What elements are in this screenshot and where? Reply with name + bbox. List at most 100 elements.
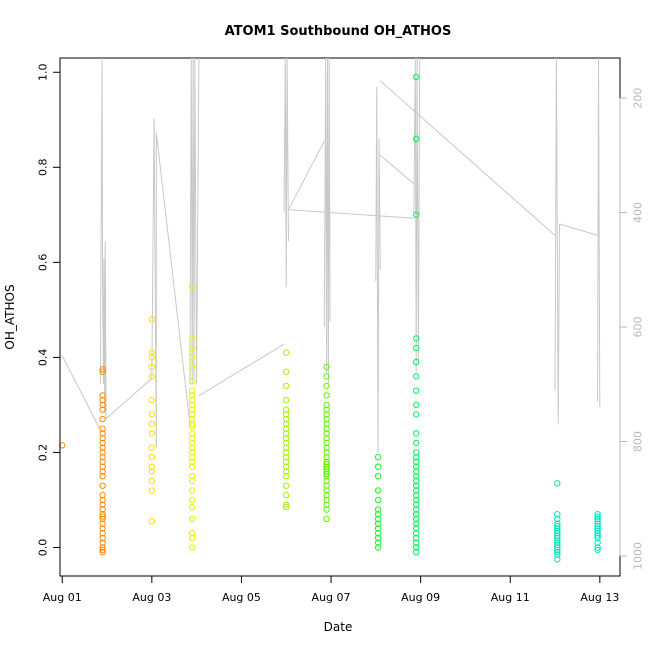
depth-line-segment (288, 140, 325, 210)
data-point (554, 515, 561, 523)
depth-line-segment (559, 223, 598, 236)
data-point (323, 411, 330, 418)
data-point (189, 534, 196, 542)
data-point (148, 430, 156, 437)
data-point (323, 473, 330, 480)
data-point (554, 556, 561, 563)
data-point (323, 470, 330, 477)
data-point (413, 463, 420, 470)
data-point (99, 482, 106, 489)
depth-line-segment (155, 132, 191, 448)
x-tick-label: Aug 03 (132, 591, 171, 604)
x-tick-label: Aug 11 (491, 591, 530, 604)
data-point (594, 546, 601, 554)
data-point (413, 211, 420, 219)
data-point (99, 449, 106, 456)
data-point (99, 430, 106, 437)
data-point (189, 392, 196, 399)
data-point (374, 520, 382, 527)
data-point (554, 544, 561, 551)
data-point (413, 492, 420, 499)
data-point (99, 392, 106, 399)
data-point (374, 544, 382, 551)
data-point (189, 430, 196, 437)
data-point (99, 501, 106, 508)
data-point (594, 527, 601, 535)
data-point (99, 439, 106, 447)
depth-series (61, 57, 601, 453)
data-point (99, 515, 106, 523)
data-point (283, 482, 290, 489)
data-point (413, 458, 420, 466)
data-point (283, 382, 290, 390)
data-point (413, 487, 420, 494)
data-point (374, 487, 382, 494)
secondary-tick-label: 400 (632, 202, 645, 223)
data-point (323, 425, 330, 432)
data-point (323, 454, 330, 461)
data-point (148, 477, 156, 485)
data-point (148, 397, 156, 404)
data-point (323, 465, 330, 473)
data-point (413, 358, 420, 366)
data-point (374, 530, 382, 537)
data-point (374, 506, 382, 513)
depth-line-segment (379, 80, 556, 236)
data-point (99, 473, 106, 480)
data-point (554, 532, 561, 539)
data-point (554, 551, 561, 558)
y-tick-label: 0.6 (37, 254, 50, 272)
data-point (99, 366, 106, 373)
data-point (148, 444, 156, 451)
data-point (189, 444, 196, 451)
data-point (594, 544, 601, 551)
data-point (99, 544, 106, 551)
data-point (323, 477, 330, 485)
data-point (283, 503, 290, 511)
data-point (148, 487, 156, 494)
data-point (99, 454, 106, 461)
data-point (99, 506, 106, 513)
data-point (148, 518, 156, 525)
data-point (189, 282, 196, 290)
data-point (374, 473, 382, 480)
data-point (413, 135, 420, 143)
x-axis-label: Date (324, 620, 353, 634)
data-point (323, 506, 330, 513)
data-point (374, 496, 382, 504)
data-point (148, 454, 156, 461)
secondary-tick-label: 1000 (632, 542, 645, 570)
data-point (554, 522, 561, 530)
data-point (99, 525, 106, 532)
depth-line-segment (99, 57, 107, 419)
data-point (189, 423, 196, 430)
data-point (554, 534, 561, 542)
data-point (99, 534, 106, 542)
data-point (189, 411, 196, 418)
depth-line-segment (288, 209, 414, 219)
depth-line-segment (554, 57, 560, 425)
data-point (99, 546, 106, 554)
data-point (323, 435, 330, 442)
x-tick-label: Aug 13 (580, 591, 619, 604)
data-point (323, 401, 330, 409)
data-point (554, 549, 561, 556)
data-point (189, 477, 196, 485)
data-point (323, 439, 330, 447)
data-point (148, 373, 156, 380)
data-point (413, 501, 420, 508)
data-point (283, 416, 290, 423)
data-point (148, 468, 156, 475)
secondary-y-axis: 200 400 600 800 1000 (619, 88, 645, 570)
data-point (99, 401, 106, 409)
depth-line-segment (61, 355, 101, 431)
data-point (99, 513, 106, 520)
data-point (554, 537, 561, 544)
data-point (413, 496, 420, 504)
data-point (594, 534, 601, 542)
secondary-tick-label: 600 (632, 317, 645, 338)
data-point (99, 463, 106, 470)
x-tick-label: Aug 07 (312, 591, 351, 604)
data-point (148, 420, 156, 428)
data-point (323, 463, 330, 470)
